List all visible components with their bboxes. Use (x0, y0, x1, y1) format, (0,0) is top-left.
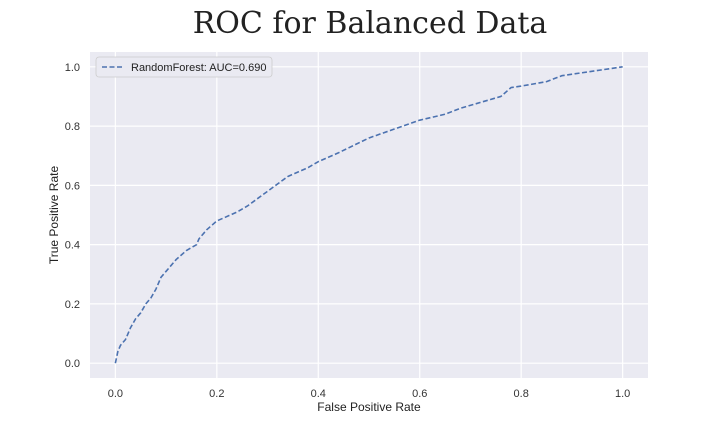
x-tick-label: 0.4 (311, 388, 326, 400)
y-tick-label: 0.8 (65, 121, 80, 133)
y-tick-labels: 0.0 0.2 0.4 0.6 0.8 1.0 (65, 62, 80, 370)
x-axis-label: False Positive Rate (317, 400, 421, 414)
x-tick-label: 0.2 (209, 388, 224, 400)
chart-title: ROC for Balanced Data (192, 6, 548, 41)
y-tick-label: 0.4 (65, 240, 80, 252)
y-axis-label: True Positive Rate (47, 166, 61, 265)
grid-lines (90, 52, 648, 378)
y-tick-label: 0.2 (65, 299, 80, 311)
y-tick-label: 0.6 (65, 180, 80, 192)
legend-label: RandomForest: AUC=0.690 (131, 62, 266, 74)
x-tick-label: 0.6 (412, 388, 427, 400)
x-tick-label: 0.0 (108, 388, 123, 400)
y-tick-label: 0.0 (65, 358, 80, 370)
y-tick-label: 1.0 (65, 62, 80, 74)
x-tick-label: 0.8 (514, 388, 529, 400)
x-tick-label: 1.0 (615, 388, 630, 400)
plot-area (90, 52, 648, 378)
x-tick-labels: 0.0 0.2 0.4 0.6 0.8 1.0 (108, 388, 631, 400)
roc-curve-line (114, 66, 623, 364)
legend-box (95, 56, 273, 78)
legend: RandomForest: AUC=0.690 (95, 56, 273, 78)
